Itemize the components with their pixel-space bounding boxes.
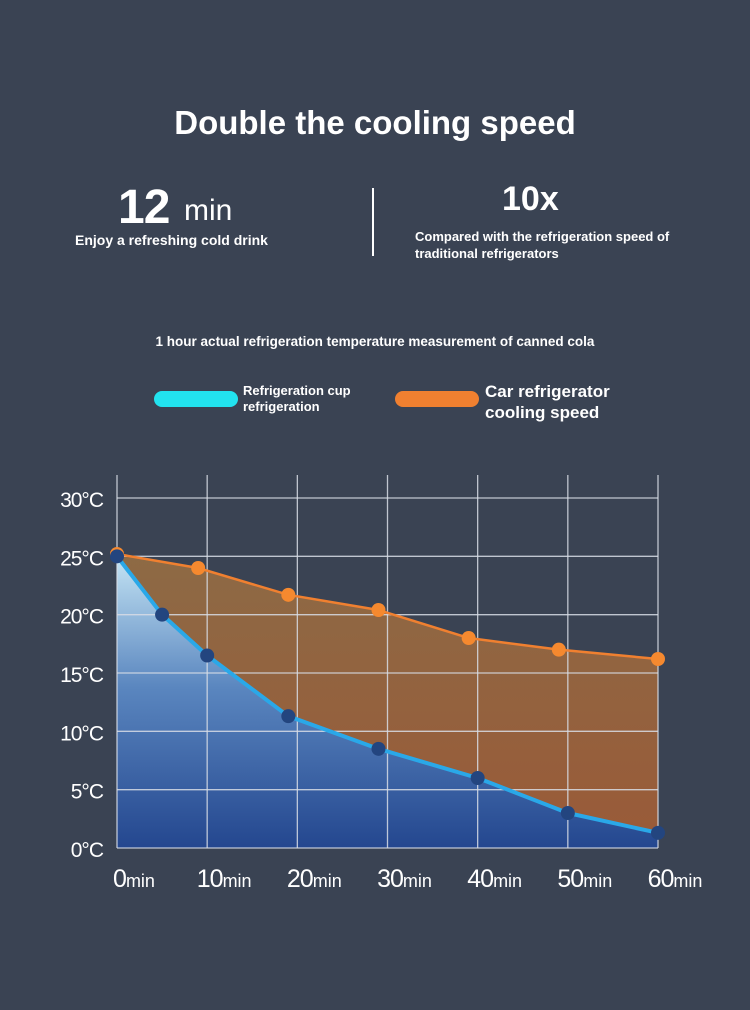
stat-speed-description: Compared with the refrigeration speed of… — [415, 229, 670, 261]
y-tick-label: 25°C — [60, 547, 104, 570]
y-tick-label: 5°C — [71, 781, 104, 804]
cup-point — [651, 825, 665, 840]
legend-label-cup: Refrigeration cup refrigeration — [243, 383, 351, 414]
x-tick-label: 10min — [197, 865, 252, 893]
legend-swatch-cup — [154, 391, 238, 407]
stat-time-description: Enjoy a refreshing cold drink — [75, 232, 268, 248]
y-tick-label: 15°C — [60, 664, 104, 687]
divider — [372, 188, 374, 256]
y-tick-label: 10°C — [60, 722, 104, 745]
y-tick-label: 30°C — [60, 489, 104, 512]
car-point — [191, 561, 206, 575]
cup-point — [155, 607, 170, 622]
cup-point — [281, 709, 296, 724]
car-point — [461, 631, 476, 645]
cup-area — [117, 556, 658, 848]
x-tick-label: 30min — [377, 865, 432, 893]
cup-point — [470, 771, 485, 785]
car-point — [651, 652, 665, 666]
x-tick-label: 20min — [287, 865, 342, 893]
car-point — [551, 642, 566, 657]
legend-swatch-car — [395, 391, 479, 407]
page-title: Double the cooling speed — [174, 104, 576, 141]
car-point — [371, 603, 386, 617]
cup-point — [560, 806, 575, 820]
car-point — [281, 587, 296, 602]
chart-title: 1 hour actual refrigeration temperature … — [155, 334, 595, 349]
cup-point — [371, 741, 386, 756]
stat-time-unit: min — [184, 194, 233, 227]
cup-point — [200, 648, 215, 663]
x-tick-label: 0min — [113, 865, 155, 893]
y-tick-label: 20°C — [60, 606, 104, 629]
legend-label-car: Car refrigerator cooling speed — [485, 382, 610, 422]
stat-time-value: 12 — [118, 181, 170, 234]
cup-point — [110, 549, 124, 564]
cup-line — [115, 555, 659, 835]
x-tick-label: 50min — [557, 865, 612, 893]
x-tick-label: 60min — [648, 865, 703, 893]
y-tick-label: 0°C — [71, 839, 104, 862]
stat-speed-value: 10x — [502, 180, 559, 218]
x-tick-label: 40min — [467, 865, 522, 893]
